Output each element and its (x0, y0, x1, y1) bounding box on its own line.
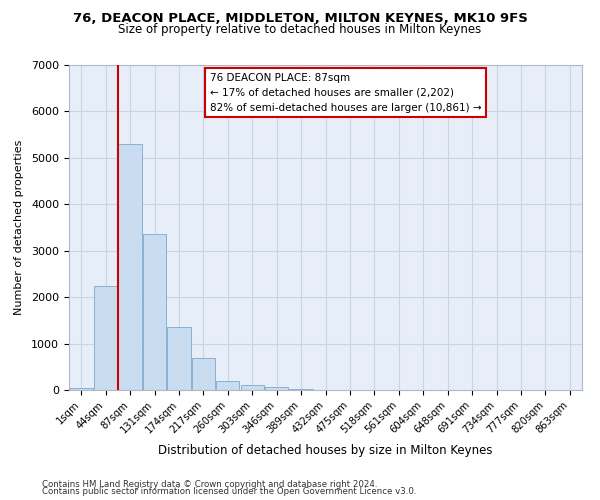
Bar (118, 144, 142, 390)
Bar (94, 286, 117, 390)
Bar (143, 234, 166, 390)
Text: 76 DEACON PLACE: 87sqm
← 17% of detached houses are smaller (2,202)
82% of semi-: 76 DEACON PLACE: 87sqm ← 17% of detached… (210, 73, 482, 112)
Text: Size of property relative to detached houses in Milton Keynes: Size of property relative to detached ho… (118, 22, 482, 36)
Bar (167, 328, 191, 390)
Y-axis label: Number of detached properties: Number of detached properties (14, 140, 24, 315)
Bar (192, 358, 215, 390)
Text: Contains HM Land Registry data © Crown copyright and database right 2024.: Contains HM Land Registry data © Crown c… (42, 480, 377, 489)
Bar (265, 387, 288, 390)
Bar (241, 386, 264, 390)
Bar (70, 388, 93, 390)
Bar (216, 380, 239, 390)
Text: 76, DEACON PLACE, MIDDLETON, MILTON KEYNES, MK10 9FS: 76, DEACON PLACE, MIDDLETON, MILTON KEYN… (73, 12, 527, 26)
Bar (289, 389, 313, 390)
X-axis label: Distribution of detached houses by size in Milton Keynes: Distribution of detached houses by size … (158, 444, 493, 456)
Text: Contains public sector information licensed under the Open Government Licence v3: Contains public sector information licen… (42, 488, 416, 496)
